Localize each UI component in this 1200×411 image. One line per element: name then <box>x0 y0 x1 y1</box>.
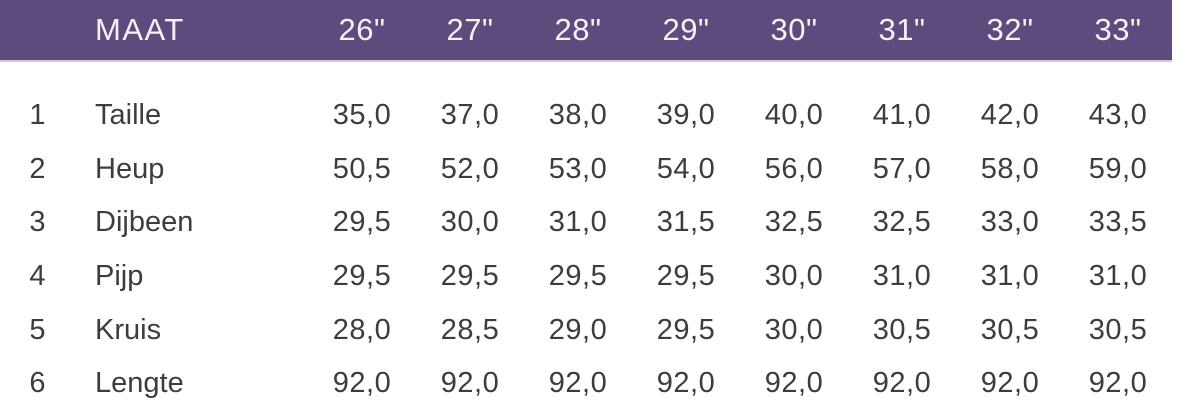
header-size-cell: 29" <box>662 12 710 47</box>
row-number: 6 <box>29 367 46 400</box>
value-cell: 58,0 <box>980 152 1040 185</box>
value-cell: 37,0 <box>440 99 500 132</box>
value-cell: 30,0 <box>764 260 824 293</box>
value-cell: 30,5 <box>980 313 1040 346</box>
value-cell: 56,0 <box>764 152 824 185</box>
value-cell: 59,0 <box>1088 152 1148 185</box>
header-size-cell: 27" <box>446 12 494 47</box>
value-cell: 30,0 <box>440 206 500 239</box>
header-size-cell: 28" <box>554 12 602 47</box>
value-cell: 28,5 <box>440 313 500 346</box>
header-size-cell: 26" <box>338 12 386 47</box>
value-cell: 92,0 <box>980 367 1040 400</box>
value-cell: 33,0 <box>980 206 1040 239</box>
value-cell: 92,0 <box>656 367 716 400</box>
header-maat-label: MAAT <box>95 12 185 47</box>
value-cell: 92,0 <box>440 367 500 400</box>
value-cell: 92,0 <box>1088 367 1148 400</box>
value-cell: 54,0 <box>656 152 716 185</box>
row-number: 4 <box>29 260 46 293</box>
value-cell: 32,5 <box>764 206 824 239</box>
value-cell: 30,5 <box>872 313 932 346</box>
header-size-cell: 30" <box>770 12 818 47</box>
value-cell: 39,0 <box>656 99 716 132</box>
row-label: Lengte <box>95 367 184 400</box>
row-number: 5 <box>29 313 46 346</box>
value-cell: 31,0 <box>1088 260 1148 293</box>
value-cell: 32,5 <box>872 206 932 239</box>
table-row: 3 Dijbeen 29,5 30,0 31,0 31,5 32,5 32,5 33,0 33… <box>0 196 1200 250</box>
header-size-cell: 33" <box>1094 12 1142 47</box>
value-cell: 92,0 <box>332 367 392 400</box>
value-cell: 31,5 <box>656 206 716 239</box>
row-label: Taille <box>95 99 162 132</box>
table-row: 6 Lengte 92,0 92,0 92,0 92,0 92,0 92,0 92,0 92,… <box>0 357 1200 411</box>
row-number: 3 <box>29 206 46 239</box>
value-cell: 29,5 <box>332 206 392 239</box>
value-cell: 41,0 <box>872 99 932 132</box>
row-label: Dijbeen <box>95 206 194 239</box>
table-body: 1 Taille 35,0 37,0 38,0 39,0 40,0 41,0 42,0 43,… <box>0 62 1200 411</box>
value-cell: 30,0 <box>764 313 824 346</box>
row-label: Pijp <box>95 260 144 293</box>
value-cell: 35,0 <box>332 99 392 132</box>
row-label: Kruis <box>95 313 162 346</box>
value-cell: 29,0 <box>548 313 608 346</box>
table-row: 4 Pijp 29,5 29,5 29,5 29,5 30,0 31,0 31,0 31,0 <box>0 250 1200 304</box>
value-cell: 92,0 <box>872 367 932 400</box>
value-cell: 42,0 <box>980 99 1040 132</box>
value-cell: 29,5 <box>332 260 392 293</box>
header-size-cell: 31" <box>878 12 926 47</box>
value-cell: 31,0 <box>980 260 1040 293</box>
value-cell: 31,0 <box>872 260 932 293</box>
value-cell: 92,0 <box>548 367 608 400</box>
table-header-row: MAAT 26" 27" 28" 29" 30" 31" 32" 33" <box>0 0 1172 62</box>
value-cell: 50,5 <box>332 152 392 185</box>
row-number: 1 <box>29 99 46 132</box>
value-cell: 40,0 <box>764 99 824 132</box>
value-cell: 29,5 <box>656 260 716 293</box>
header-size-cell: 32" <box>986 12 1034 47</box>
value-cell: 30,5 <box>1088 313 1148 346</box>
table-row: 5 Kruis 28,0 28,5 29,0 29,5 30,0 30,5 30,5 30,5 <box>0 303 1200 357</box>
table-row: 1 Taille 35,0 37,0 38,0 39,0 40,0 41,0 42,0 43,… <box>0 89 1200 143</box>
value-cell: 38,0 <box>548 99 608 132</box>
value-cell: 43,0 <box>1088 99 1148 132</box>
value-cell: 92,0 <box>764 367 824 400</box>
row-number: 2 <box>29 152 46 185</box>
value-cell: 28,0 <box>332 313 392 346</box>
value-cell: 57,0 <box>872 152 932 185</box>
value-cell: 29,5 <box>548 260 608 293</box>
value-cell: 31,0 <box>548 206 608 239</box>
value-cell: 52,0 <box>440 152 500 185</box>
value-cell: 29,5 <box>656 313 716 346</box>
row-label: Heup <box>95 152 165 185</box>
value-cell: 29,5 <box>440 260 500 293</box>
table-row: 2 Heup 50,5 52,0 53,0 54,0 56,0 57,0 58,0 59,0 <box>0 143 1200 197</box>
value-cell: 53,0 <box>548 152 608 185</box>
value-cell: 33,5 <box>1088 206 1148 239</box>
